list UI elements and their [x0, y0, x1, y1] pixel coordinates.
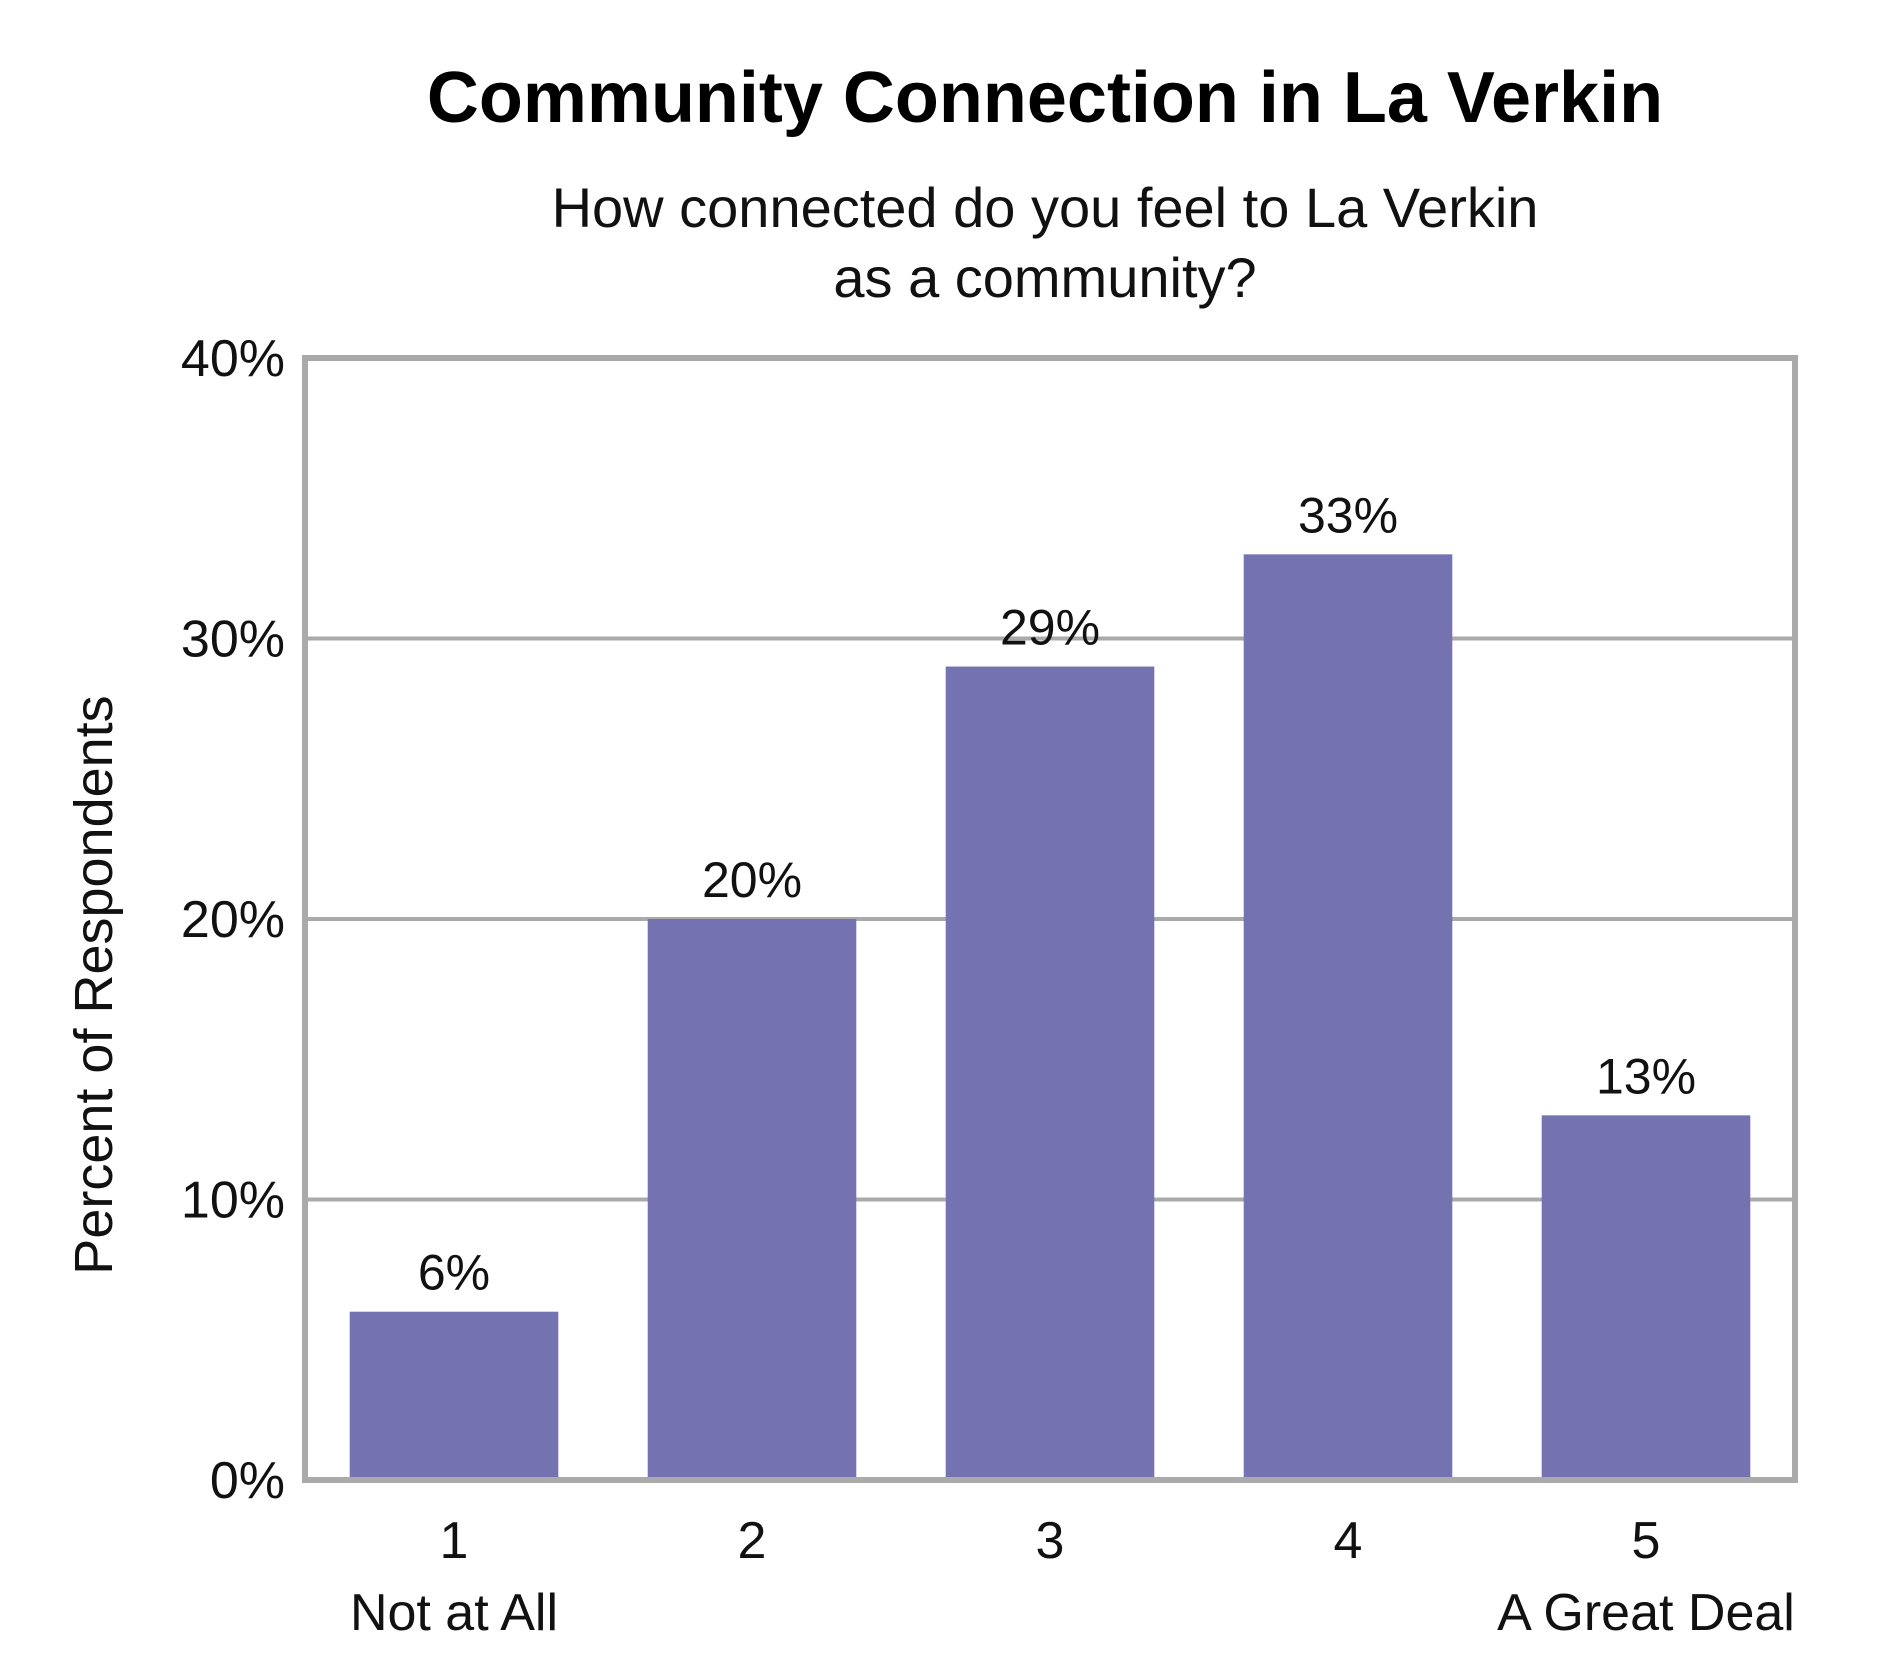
data-label: 33%: [1298, 487, 1398, 543]
x-tick-labels: 1 Not at All 2 3 4 5 A Great Deal: [350, 1512, 1795, 1642]
data-labels: 6% 20% 29% 33% 13%: [418, 487, 1696, 1300]
y-tick-label: 10%: [181, 1172, 285, 1230]
x-tick-label: 4: [1334, 1512, 1363, 1570]
y-axis-label: Percent of Respondents: [64, 695, 124, 1274]
data-label: 6%: [418, 1245, 490, 1301]
x-category-sublabel: A Great Deal: [1497, 1584, 1795, 1642]
chart-title: Community Connection in La Verkin: [427, 58, 1663, 138]
bars: [349, 554, 1751, 1480]
chart-subtitle-line-1: How connected do you feel to La Verkin: [552, 176, 1539, 239]
x-category-sublabel: Not at All: [350, 1584, 558, 1642]
data-label: 29%: [1000, 600, 1100, 656]
bar: [647, 919, 857, 1480]
bar: [945, 666, 1155, 1480]
x-tick-label: 5: [1632, 1512, 1661, 1570]
x-tick-label: 1: [440, 1512, 469, 1570]
y-tick-label: 30%: [181, 611, 285, 669]
bar: [1243, 554, 1453, 1480]
y-tick-label: 20%: [181, 891, 285, 949]
y-tick-label: 40%: [181, 330, 285, 388]
bar: [1541, 1115, 1751, 1480]
x-tick-label: 3: [1036, 1512, 1065, 1570]
plot-frame: [302, 355, 1798, 1483]
bar: [349, 1311, 559, 1480]
y-tick-label: 0%: [210, 1452, 285, 1510]
data-label: 13%: [1596, 1048, 1696, 1104]
chart-subtitle-line-2: as a community?: [833, 246, 1256, 309]
data-label: 20%: [702, 852, 802, 908]
x-tick-label: 2: [738, 1512, 767, 1570]
y-tick-labels: 0% 10% 20% 30% 40%: [181, 330, 285, 1510]
